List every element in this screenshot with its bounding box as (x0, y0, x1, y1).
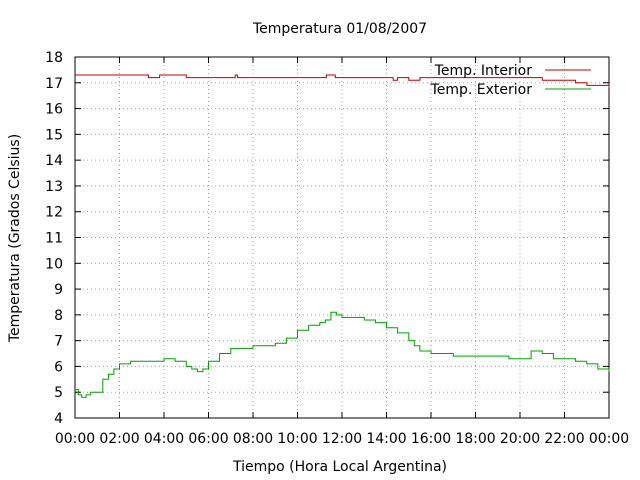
x-tick-label-4: 08:00 (233, 431, 273, 447)
x-tick-label-11: 22:00 (544, 431, 584, 447)
y-tick-label-13: 17 (45, 76, 63, 92)
x-tick-label-8: 16:00 (411, 431, 451, 447)
y-tick-label-6: 10 (45, 256, 63, 272)
data-series (75, 74, 610, 398)
x-tick-label-0: 00:00 (55, 431, 95, 447)
x-tick-label-2: 04:00 (144, 431, 184, 447)
y-tick-label-8: 12 (45, 205, 63, 221)
x-tick-label-7: 14:00 (366, 431, 406, 447)
y-tick-label-10: 14 (45, 153, 63, 169)
x-axis-label: Tiempo (Hora Local Argentina) (232, 459, 447, 475)
series-line-0 (75, 74, 610, 88)
y-tick-label-2: 6 (54, 359, 63, 375)
x-tick-label-6: 12:00 (322, 431, 362, 447)
x-tick-label-10: 20:00 (500, 431, 540, 447)
legend-label-1: Temp. Exterior (430, 82, 533, 98)
y-tick-label-12: 16 (45, 102, 63, 118)
y-tick-label-7: 11 (45, 231, 63, 247)
y-tick-label-9: 13 (45, 179, 63, 195)
x-tick-label-5: 10:00 (277, 431, 317, 447)
x-tick-label-9: 18:00 (455, 431, 495, 447)
chart-title: Temperatura 01/08/2007 (252, 21, 427, 37)
y-tick-label-0: 4 (54, 411, 63, 427)
y-axis-label: Temperatura (Grados Celsius) (7, 134, 23, 343)
y-tick-label-4: 8 (54, 308, 63, 324)
legend-label-0: Temp. Interior (434, 63, 533, 79)
y-tick-label-1: 5 (54, 385, 63, 401)
y-tick-label-14: 18 (45, 50, 63, 66)
y-tick-label-5: 9 (54, 282, 63, 298)
x-tick-label-1: 02:00 (99, 431, 139, 447)
y-tick-label-11: 15 (45, 127, 63, 143)
y-tick-label-3: 7 (54, 334, 63, 350)
grid-lines (75, 57, 609, 418)
series-line-1 (75, 311, 610, 398)
x-tick-label-3: 06:00 (188, 431, 228, 447)
x-tick-label-12: 00:00 (589, 431, 629, 447)
axes: 00:00 02:00 04:00 06:00 08:00 10:00 12:00 14:00… (45, 50, 629, 447)
legend: Temp. Interior Temp. Exterior (430, 63, 591, 98)
